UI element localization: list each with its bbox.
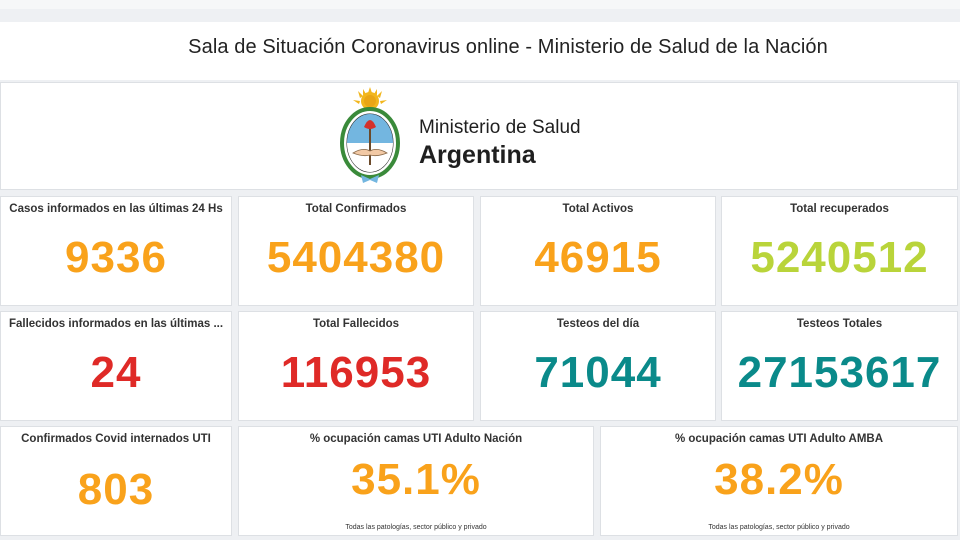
kpi-card-cases-24h: Casos informados en las últimas 24 Hs 93… <box>0 196 232 306</box>
kpi-value: 27153617 <box>737 348 942 397</box>
kpi-label: Fallecidos informados en las últimas ... <box>8 318 224 330</box>
kpi-label: Testeos del día <box>556 318 640 330</box>
kpi-label: % ocupación camas UTI Adulto AMBA <box>674 433 884 445</box>
kpi-value: 5404380 <box>266 233 446 282</box>
kpi-card-icu-confirmed: Confirmados Covid internados UTI 803 <box>0 426 232 536</box>
top-strip <box>0 0 960 9</box>
kpi-card-icu-occupancy-amba: % ocupación camas UTI Adulto AMBA 38.2% … <box>600 426 958 536</box>
kpi-value: 24 <box>90 348 142 397</box>
kpi-value: 35.1% <box>351 455 481 504</box>
kpi-value: 803 <box>77 465 155 514</box>
kpi-label: Casos informados en las últimas 24 Hs <box>9 203 223 215</box>
kpi-card-total-deaths: Total Fallecidos 116953 <box>238 311 474 421</box>
kpi-label: Total recuperados <box>790 203 889 215</box>
kpi-card-tests-today: Testeos del día 71044 <box>480 311 716 421</box>
kpi-label: Confirmados Covid internados UTI <box>21 433 211 445</box>
kpi-card-icu-occupancy-nation: % ocupación camas UTI Adulto Nación 35.1… <box>238 426 594 536</box>
kpi-value: 46915 <box>534 233 662 282</box>
page-title: Sala de Situación Coronavirus online - M… <box>188 36 828 58</box>
dashboard-header: Sala de Situación Coronavirus online - M… <box>0 22 960 80</box>
ministry-name: Ministerio de Salud Argentina <box>419 117 581 170</box>
kpi-value: 9336 <box>65 233 167 282</box>
kpi-card-total-recovered: Total recuperados 5240512 <box>721 196 958 306</box>
kpi-label: Testeos Totales <box>796 318 883 330</box>
ministry-name-line2: Argentina <box>419 141 536 169</box>
kpi-card-total-active: Total Activos 46915 <box>480 196 716 306</box>
kpi-value: 116953 <box>280 348 432 397</box>
kpi-label: Total Fallecidos <box>312 318 400 330</box>
ministry-name-line1: Ministerio de Salud <box>419 117 581 138</box>
ministry-logo-card: Ministerio de Salud Argentina <box>0 82 958 190</box>
kpi-footnote: Todas las patologías, sector público y p… <box>708 524 850 531</box>
argentina-coat-of-arms-icon <box>340 87 400 183</box>
ministry-logo: Ministerio de Salud Argentina <box>339 87 609 187</box>
kpi-card-total-tests: Testeos Totales 27153617 <box>721 311 958 421</box>
kpi-value: 5240512 <box>750 233 929 282</box>
kpi-label: % ocupación camas UTI Adulto Nación <box>309 433 523 445</box>
kpi-value: 38.2% <box>714 455 844 504</box>
kpi-label: Total Confirmados <box>305 203 407 215</box>
kpi-card-deaths-24h: Fallecidos informados en las últimas ...… <box>0 311 232 421</box>
kpi-label: Total Activos <box>562 203 634 215</box>
kpi-card-total-confirmed: Total Confirmados 5404380 <box>238 196 474 306</box>
kpi-footnote: Todas las patologías, sector público y p… <box>345 524 487 531</box>
kpi-value: 71044 <box>534 348 662 397</box>
